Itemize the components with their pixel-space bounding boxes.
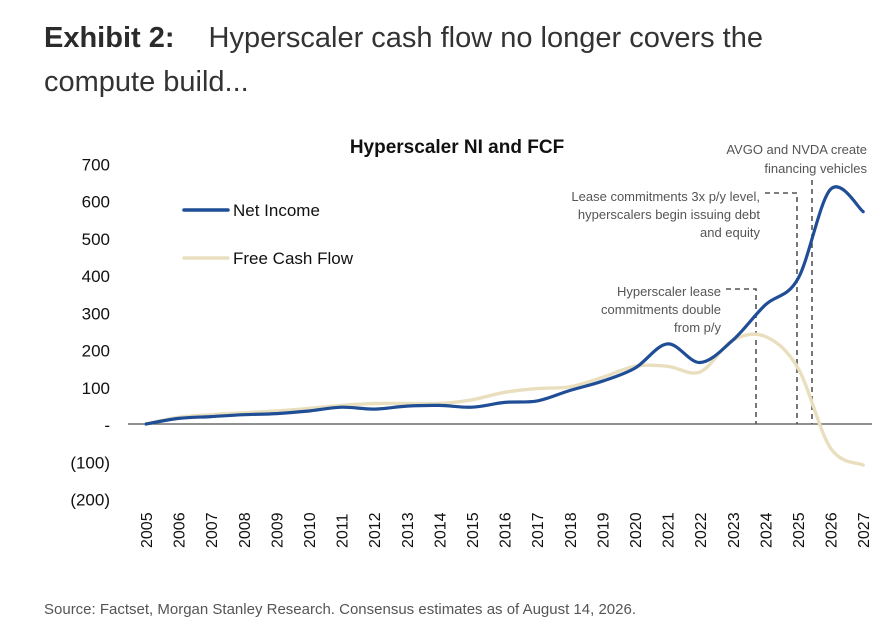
y-tick-label: 300 xyxy=(82,304,110,323)
annotation-text-financing: AVGO and NVDA create xyxy=(726,142,867,157)
x-tick-label: 2026 xyxy=(824,512,841,548)
annotation-text-lease-3x: Lease commitments 3x p/y level, xyxy=(571,189,760,204)
legend: Net Income Free Cash Flow xyxy=(182,201,354,268)
x-tick-label: 2005 xyxy=(139,512,156,548)
x-tick-label: 2018 xyxy=(563,512,580,548)
source-note: Source: Factset, Morgan Stanley Research… xyxy=(44,601,636,618)
exhibit-heading: Exhibit 2: Hyperscaler cash flow no longe… xyxy=(44,16,874,104)
annotation-text-lease-double: commitments double xyxy=(601,302,721,317)
y-tick-label: 500 xyxy=(82,230,110,249)
series-lines xyxy=(144,185,865,467)
y-tick-label: - xyxy=(104,416,110,435)
x-tick-label: 2014 xyxy=(432,512,449,548)
series-line-net-income xyxy=(144,185,865,426)
y-tick-label: (200) xyxy=(70,491,110,510)
exhibit-label: Exhibit 2: xyxy=(44,22,175,54)
x-tick-label: 2021 xyxy=(661,512,678,548)
x-tick-label: 2016 xyxy=(498,512,515,548)
x-axis: 2005 2006 2007 2008 2009 2010 2011 2012 2013 2014… xyxy=(139,512,873,548)
y-tick-label: (100) xyxy=(70,453,110,472)
y-tick-label: 700 xyxy=(82,155,110,174)
x-tick-label: 2025 xyxy=(791,512,808,548)
annotation-text-financing: financing vehicles xyxy=(764,161,867,176)
x-tick-label: 2010 xyxy=(302,512,319,548)
legend-net-income-label: Net Income xyxy=(233,201,320,220)
annotation-leader-lease-3x xyxy=(765,192,798,424)
y-tick-label: 100 xyxy=(82,379,110,398)
x-tick-label: 2015 xyxy=(465,512,482,548)
x-tick-label: 2022 xyxy=(693,512,710,548)
x-tick-label: 2013 xyxy=(400,512,417,548)
exhibit-title: Hyperscaler cash flow no longer covers t… xyxy=(44,22,763,98)
y-tick-label: 600 xyxy=(82,193,110,212)
x-tick-label: 2019 xyxy=(595,512,612,548)
annotation-text-lease-double: from p/y xyxy=(674,320,721,335)
annotation-text-lease-3x: hyperscalers begin issuing debt xyxy=(578,207,760,222)
x-tick-label: 2024 xyxy=(758,512,775,548)
x-tick-label: 2020 xyxy=(628,512,645,548)
x-tick-label: 2006 xyxy=(172,512,189,548)
y-axis: 700 600 500 400 300 200 100 - (100) (200) xyxy=(70,155,110,509)
series-line-free-cash-flow xyxy=(144,332,865,467)
annotation-text-lease-3x: and equity xyxy=(700,225,760,240)
y-tick-label: 200 xyxy=(82,342,110,361)
x-tick-label: 2011 xyxy=(335,513,352,548)
x-tick-label: 2012 xyxy=(367,512,384,548)
annotation-text-lease-double: Hyperscaler lease xyxy=(617,284,721,299)
x-tick-label: 2009 xyxy=(269,512,286,548)
chart-title: Hyperscaler NI and FCF xyxy=(350,137,564,158)
annotations: AVGO and NVDA create financing vehicles Le… xyxy=(571,142,867,424)
x-tick-label: 2007 xyxy=(204,512,221,548)
annotation-leader-lease-double xyxy=(726,288,757,424)
x-tick-label: 2023 xyxy=(726,512,743,548)
y-tick-label: 400 xyxy=(82,267,110,286)
x-tick-label: 2008 xyxy=(237,512,254,548)
legend-fcf-label: Free Cash Flow xyxy=(233,249,354,268)
x-tick-label: 2027 xyxy=(856,512,873,548)
x-tick-label: 2017 xyxy=(530,512,547,548)
chart: Hyperscaler NI and FCF 700 600 500 400 300 20… xyxy=(70,137,873,548)
